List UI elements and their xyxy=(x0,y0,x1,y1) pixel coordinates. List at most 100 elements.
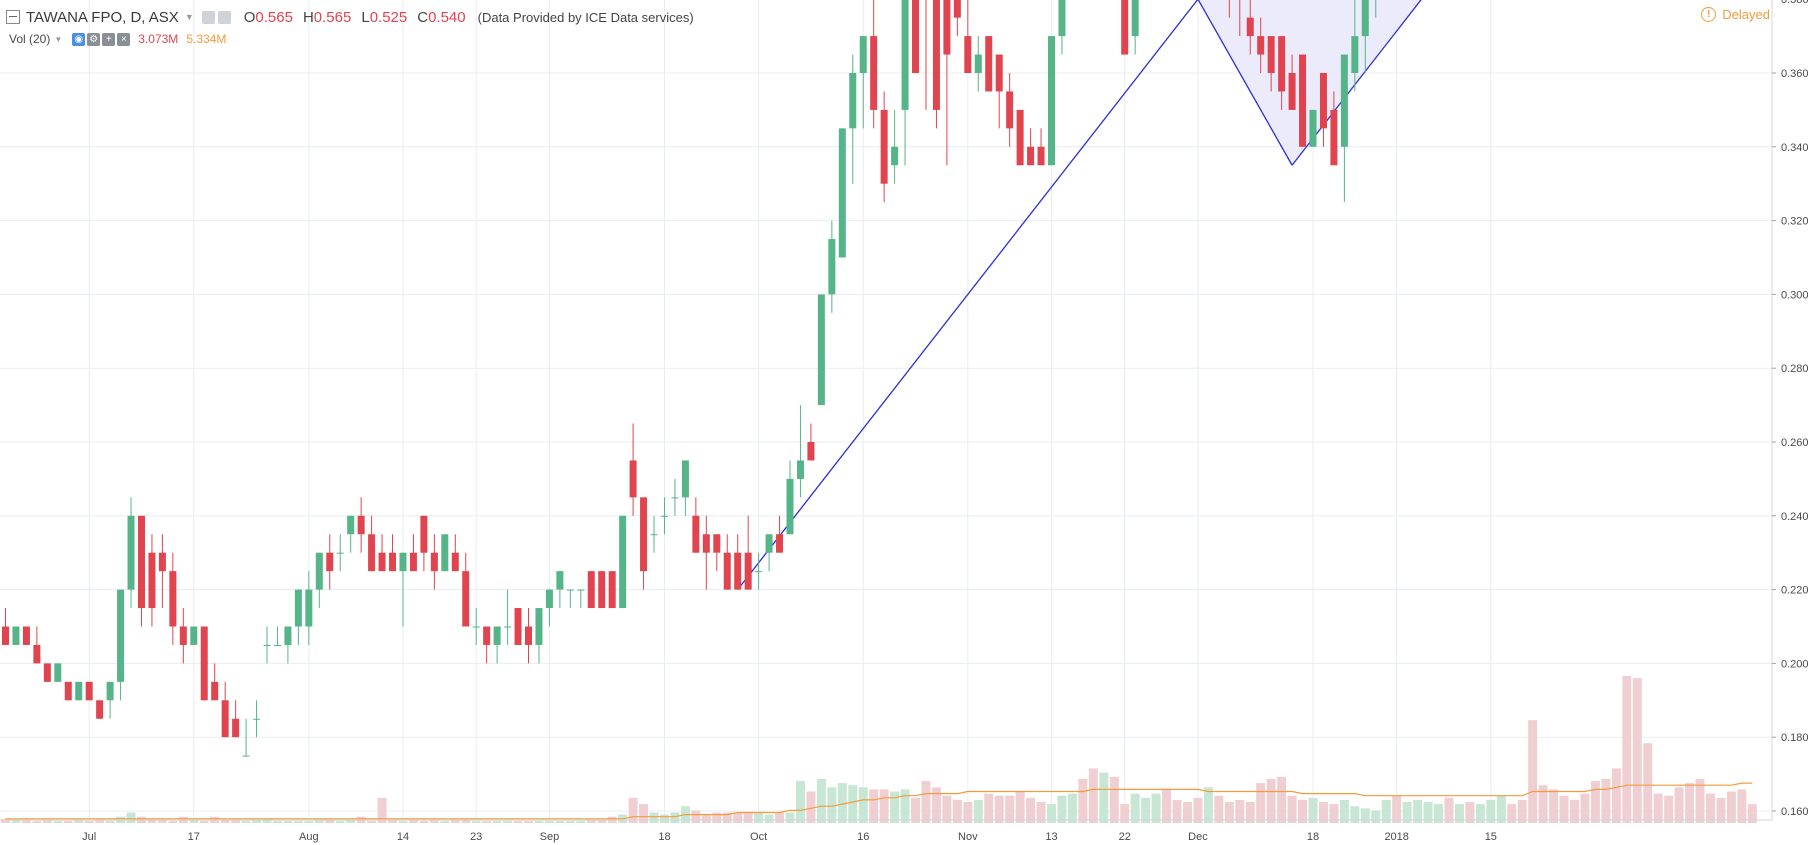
volume-bar xyxy=(440,820,450,823)
candle xyxy=(430,534,438,590)
candle-body xyxy=(1121,0,1129,55)
candle xyxy=(702,515,710,590)
candle xyxy=(1239,0,1241,37)
candle xyxy=(974,36,982,92)
volume-bar xyxy=(304,820,314,823)
candle-body xyxy=(22,626,30,645)
candle xyxy=(127,497,135,609)
chevron-down-icon[interactable]: ▼ xyxy=(54,34,63,44)
volume-bar xyxy=(1486,799,1496,823)
candle-body xyxy=(1246,17,1254,37)
price-tick-label: 0.160 xyxy=(1781,806,1809,818)
candle xyxy=(462,552,470,627)
volume-bar xyxy=(544,820,554,823)
time-tick-label: Oct xyxy=(750,831,767,843)
candle-body xyxy=(995,54,1003,92)
candle xyxy=(253,700,261,738)
volume-bar xyxy=(1538,785,1548,823)
candle-body xyxy=(33,644,41,664)
candle-body xyxy=(315,552,323,590)
symbol-title[interactable]: TAWANA FPO, D, ASX xyxy=(26,8,179,26)
volume-bar xyxy=(84,820,94,823)
volume-bar xyxy=(1172,799,1182,823)
time-tick-label: 13 xyxy=(1045,831,1057,843)
candle xyxy=(179,608,187,664)
candle xyxy=(713,534,721,572)
candle-body xyxy=(577,589,585,591)
price-tick-label: 0.240 xyxy=(1781,511,1809,523)
candle xyxy=(378,534,386,572)
eye-icon[interactable]: ◉ xyxy=(72,32,86,46)
volume-bar xyxy=(1726,791,1736,823)
candle xyxy=(932,0,940,129)
candle xyxy=(1016,109,1024,166)
plus-icon[interactable]: + xyxy=(102,32,116,46)
candle xyxy=(786,460,794,535)
candle xyxy=(608,571,616,609)
volume-bar xyxy=(1496,795,1506,823)
candle-body xyxy=(1319,73,1327,129)
volume-bar xyxy=(1329,804,1339,823)
volume-bar xyxy=(126,812,136,823)
volume-bar xyxy=(931,787,941,823)
price-tick-label: 0.260 xyxy=(1781,437,1809,449)
candle-body xyxy=(2,626,9,645)
volume-legend: Vol (20) ▼ ◉ ⚙ + × 3.073M 5.334M xyxy=(9,30,226,48)
volume-bar xyxy=(1235,799,1245,823)
volume-bar xyxy=(1099,772,1109,823)
volume-label[interactable]: Vol (20) xyxy=(9,32,51,46)
candle-body xyxy=(734,552,742,590)
eye-icon[interactable] xyxy=(217,10,231,24)
candle-body xyxy=(1309,109,1317,147)
candle-body xyxy=(399,552,407,572)
info-icon: ! xyxy=(1701,7,1717,22)
volume-bar xyxy=(890,791,900,823)
volume-bar xyxy=(398,820,408,823)
candle xyxy=(577,589,585,609)
chevron-down-icon[interactable]: ▼ xyxy=(184,12,194,22)
collapse-icon[interactable] xyxy=(6,10,20,24)
volume-bar xyxy=(419,820,429,823)
volume-bar xyxy=(1047,804,1056,823)
volume-bar xyxy=(1653,793,1663,823)
candle xyxy=(859,36,867,129)
candle xyxy=(1351,0,1359,92)
candle xyxy=(336,534,344,572)
time-tick-label: Aug xyxy=(299,831,319,843)
volume-bar xyxy=(482,820,492,823)
volume-bar xyxy=(1214,795,1224,823)
volume-bar xyxy=(1298,799,1308,823)
settings-icon[interactable] xyxy=(201,10,215,24)
open-value: 0.565 xyxy=(255,8,293,26)
volume-bar xyxy=(1475,804,1485,823)
volume-bar xyxy=(1528,720,1538,823)
volume-bar xyxy=(1664,795,1674,823)
close-icon[interactable]: × xyxy=(117,32,131,46)
volume-bar xyxy=(1256,783,1266,823)
settings-icon[interactable]: ⚙ xyxy=(87,32,101,46)
candle xyxy=(420,515,428,572)
candle-body xyxy=(117,589,125,682)
volume-bar xyxy=(471,820,481,823)
candle xyxy=(294,589,302,645)
delayed-status[interactable]: ! Delayed xyxy=(1701,7,1770,22)
candle xyxy=(1375,0,1377,18)
candle-body xyxy=(420,515,428,553)
volume-bar xyxy=(639,804,649,823)
candle-body xyxy=(545,589,553,609)
volume-bar xyxy=(555,820,565,823)
volume-bar xyxy=(1371,810,1381,823)
volume-bar xyxy=(837,783,847,823)
volume-bar xyxy=(346,818,356,823)
candle-body xyxy=(368,534,376,572)
volume-bar xyxy=(1151,793,1161,823)
candle xyxy=(870,0,878,129)
candle xyxy=(200,626,208,701)
volume-bar xyxy=(984,793,994,823)
candle xyxy=(535,608,543,664)
candle xyxy=(838,128,846,258)
channel-line xyxy=(1197,0,1293,166)
volume-bar xyxy=(503,820,513,823)
